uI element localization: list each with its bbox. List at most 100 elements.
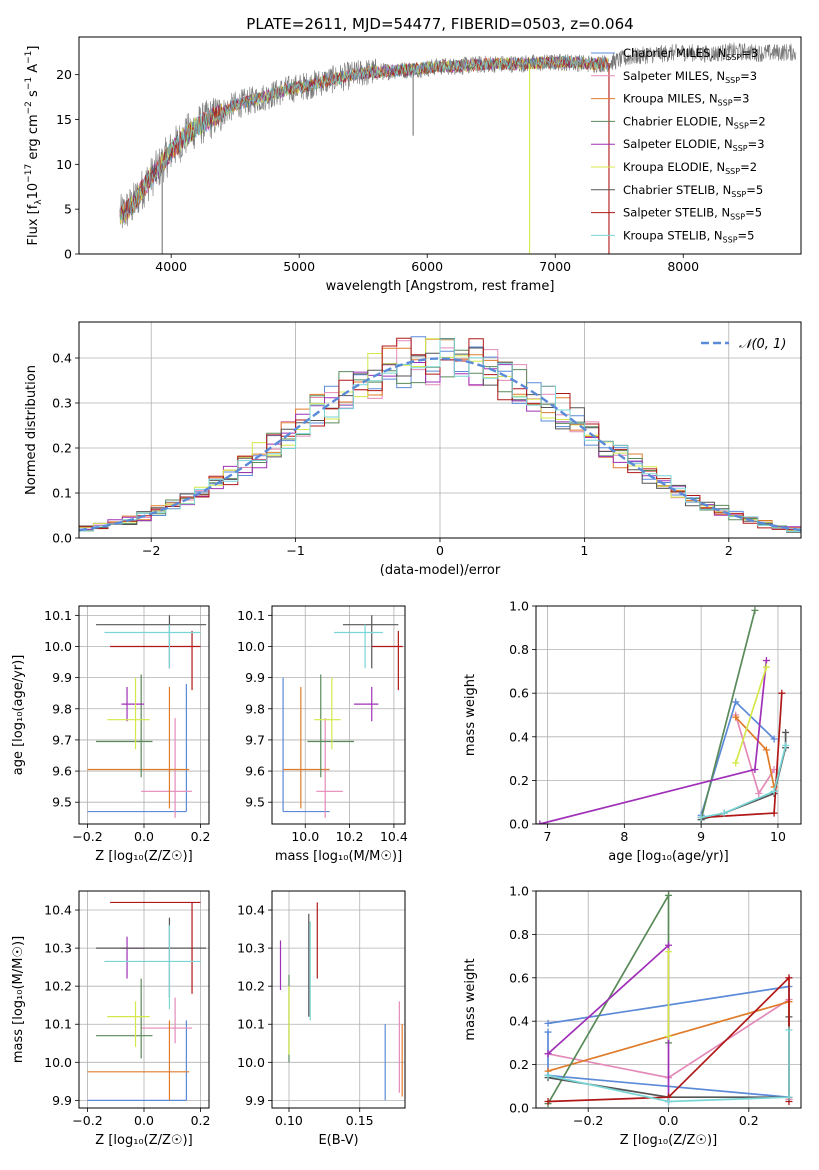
mass-weight-vs-Z-xtick-label: −0.2 bbox=[573, 1113, 603, 1128]
mass-vs-ebv-ytick-label: 10.2 bbox=[237, 979, 265, 994]
mass-weight-vs-age-xtick-label: 9 bbox=[697, 829, 705, 844]
weight-marker-chabrier_miles bbox=[544, 1019, 552, 1027]
mass-weight-vs-age-plot-area bbox=[536, 606, 790, 824]
weight-line-salpeter_elodie bbox=[539, 660, 768, 824]
mass-weight-vs-age-ytick-label: 0.8 bbox=[509, 642, 529, 657]
spectrum-frame bbox=[78, 36, 802, 255]
mass-weight-vs-Z-ytick-label: 0.4 bbox=[509, 1014, 529, 1029]
legend-label-sub: SSP bbox=[726, 53, 741, 62]
mass-vs-ebv-ytick-label: 10.4 bbox=[237, 903, 265, 918]
legend-label-tail: =3 bbox=[733, 92, 750, 106]
weight-line-kroupa_stelib bbox=[700, 745, 787, 819]
age-vs-Z-ytick-label: 9.9 bbox=[52, 670, 72, 685]
mass-vs-Z-ytick-label: 10.4 bbox=[44, 903, 72, 918]
spectrum-ylabel-part: s bbox=[26, 90, 41, 101]
mass-vs-Z-xtick-label: 0.2 bbox=[191, 1113, 211, 1128]
mass-weight-vs-Z-ylabel: mass weight bbox=[463, 958, 478, 1040]
spectrum-ylabel: Flux [fλ10−17 erg cm−2 s−1 A−1] bbox=[24, 46, 44, 246]
mass-weight-vs-Z-ytick-label: 0.0 bbox=[509, 1101, 529, 1116]
mass-vs-Z-axes: −0.2 0.0 0.2 9.9 10.0 10.1 10.2 10.3 10.4 Z [log₁… bbox=[11, 890, 211, 1148]
legend-label-tail: =5 bbox=[745, 206, 762, 220]
mass-vs-Z-plot-area bbox=[87, 901, 207, 1101]
legend-label-sub: SSP bbox=[725, 76, 740, 85]
age-vs-Z-xlabel: Z [log₁₀(Z/Z☉)] bbox=[95, 849, 192, 864]
weight-line-kroupa_stelib bbox=[547, 1029, 790, 1103]
weight-marker-kroupa_stelib bbox=[544, 1071, 552, 1079]
legend-label-chabrier_stelib: Chabrier STELIB, NSSP=5 bbox=[623, 183, 763, 199]
mass-vs-ebv-ytick-label: 10.0 bbox=[237, 1055, 265, 1070]
legend-label-text: Kroupa MILES, N bbox=[623, 92, 718, 106]
legend-label-tail: =2 bbox=[740, 160, 757, 174]
legend-label-text: Salpeter ELODIE, N bbox=[623, 137, 733, 151]
weight-marker-kroupa_miles bbox=[762, 746, 770, 754]
mass-weight-vs-Z-ytick-label: 0.2 bbox=[509, 1057, 529, 1072]
weight-marker-kroupa_stelib bbox=[665, 1097, 672, 1105]
legend-label-tail: =5 bbox=[746, 183, 763, 197]
weight-line-chabrier_elodie bbox=[700, 610, 756, 820]
age-vs-mass-frame bbox=[271, 605, 406, 825]
legend-label-tail: =3 bbox=[740, 69, 757, 83]
age-vs-mass-ytick-label: 9.7 bbox=[245, 732, 265, 747]
legend-label-chabrier_miles: Chabrier MILES, NSSP=3 bbox=[623, 46, 758, 62]
mass-weight-vs-Z-ytick-label: 0.8 bbox=[509, 927, 529, 942]
age-vs-Z-frame bbox=[78, 605, 210, 825]
legend-label-text: Kroupa ELODIE, N bbox=[623, 160, 725, 174]
age-vs-mass-ytick-label: 9.5 bbox=[245, 795, 265, 810]
weight-marker-kroupa_elodie bbox=[665, 948, 672, 956]
spectrum-xtick-label: 7000 bbox=[539, 259, 571, 274]
legend-label-text: Salpeter MILES, N bbox=[623, 69, 725, 83]
spectrum-xtick-label: 6000 bbox=[411, 259, 443, 274]
spectrum-ylabel-part: ] bbox=[26, 46, 41, 51]
legend-label-sub: SSP bbox=[718, 99, 733, 108]
mass-vs-ebv-ytick-label: 10.1 bbox=[237, 1017, 265, 1032]
mass-vs-Z-ytick-label: 9.9 bbox=[52, 1093, 72, 1108]
mass-vs-Z-ytick-label: 10.3 bbox=[44, 941, 72, 956]
weight-marker-chabrier_miles bbox=[770, 735, 778, 743]
spectrum-ytick-label: 20 bbox=[56, 67, 72, 82]
weight-marker-salpeter_elodie bbox=[751, 766, 759, 773]
mass-vs-Z-xtick-label: −0.2 bbox=[72, 1113, 102, 1128]
age-vs-Z-ytick-label: 9.6 bbox=[52, 764, 72, 779]
mass-weight-vs-Z-ytick-label: 1.0 bbox=[509, 884, 529, 899]
age-vs-Z-xtick-label: −0.2 bbox=[72, 829, 102, 844]
mass-weight-vs-age-ytick-label: 1.0 bbox=[509, 599, 529, 614]
legend-label-tail: =3 bbox=[741, 46, 758, 60]
weight-line-salpeter_miles bbox=[734, 714, 775, 796]
mass-vs-Z-xlabel: Z [log₁₀(Z/Z☉)] bbox=[95, 1133, 192, 1148]
weight-marker-salpeter_elodie bbox=[665, 941, 672, 949]
residual-histogram-xtick-label: −1 bbox=[286, 543, 304, 558]
residual-histogram-ytick-label: 0.0 bbox=[52, 531, 72, 546]
weight-line-salpeter_elodie bbox=[547, 943, 670, 1102]
mass-weight-vs-age-ytick-label: 0.2 bbox=[509, 773, 529, 788]
mass-weight-vs-Z-plot-area bbox=[544, 891, 793, 1108]
spectrum-xtick-label: 5000 bbox=[283, 259, 315, 274]
residual-histogram-xtick-label: −2 bbox=[142, 543, 160, 558]
weight-line-kroupa_elodie bbox=[734, 666, 768, 764]
mass-vs-Z-ylabel: mass [log₁₀(M/M☉)] bbox=[11, 936, 26, 1063]
mass-vs-Z-ytick-label: 10.2 bbox=[44, 979, 72, 994]
age-vs-mass-ytick-label: 9.9 bbox=[245, 670, 265, 685]
spectrum-ytick-label: 5 bbox=[64, 202, 72, 217]
age-vs-mass-ytick-label: 9.6 bbox=[245, 764, 265, 779]
residual-histogram-ytick-label: 0.2 bbox=[52, 441, 72, 456]
mass-weight-vs-Z-xtick-label: 0.2 bbox=[739, 1113, 759, 1128]
normal-legend-label: 𝒩(0, 1) bbox=[739, 337, 786, 352]
weight-marker-kroupa_elodie bbox=[732, 759, 740, 767]
mass-vs-Z-ytick-label: 10.1 bbox=[44, 1017, 72, 1032]
spectrum-xtick-label: 4000 bbox=[155, 259, 187, 274]
legend-label-tail: =2 bbox=[749, 114, 766, 128]
weight-marker-salpeter_elodie bbox=[544, 1050, 552, 1058]
legend-label-salpeter_miles: Salpeter MILES, NSSP=3 bbox=[623, 69, 757, 85]
residual-histogram-ylabel: Normed distribution bbox=[24, 365, 39, 495]
residual-histogram-ytick-label: 0.1 bbox=[52, 486, 72, 501]
mass-weight-vs-age-ytick-label: 0.6 bbox=[509, 686, 529, 701]
legend-label-kroupa_stelib: Kroupa STELIB, NSSP=5 bbox=[623, 228, 754, 244]
legend-label-text: Chabrier STELIB, N bbox=[623, 183, 731, 197]
legend-label-salpeter_stelib: Salpeter STELIB, NSSP=5 bbox=[623, 206, 762, 222]
age-vs-Z-ylabel: age [log₁₀(age/yr)] bbox=[11, 655, 26, 776]
weight-line-salpeter_stelib bbox=[701, 693, 783, 819]
spectrum-ylabel-part: −1 bbox=[24, 77, 34, 90]
weight-line-kroupa_miles bbox=[735, 716, 775, 788]
legend-label-text: Chabrier MILES, N bbox=[623, 46, 726, 60]
